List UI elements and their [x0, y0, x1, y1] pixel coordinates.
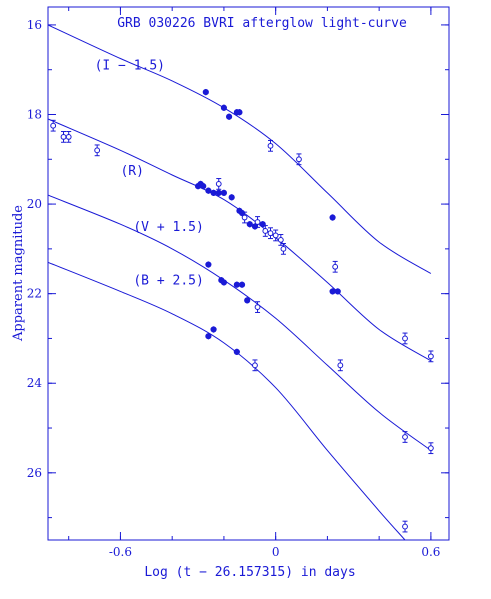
filled-point: [205, 187, 212, 194]
open-point: [272, 232, 279, 239]
filled-point: [215, 189, 222, 196]
filled-point: [205, 261, 212, 268]
x-axis-label: Log (t − 26.157315) in days: [144, 565, 355, 580]
open-point: [402, 523, 408, 530]
model-curves: [48, 24, 432, 540]
filled-point: [329, 214, 336, 221]
open-point: [332, 263, 339, 270]
y-tick-label: 18: [27, 107, 42, 121]
filled-point: [233, 281, 240, 288]
filled-point: [236, 109, 243, 116]
filled-point: [233, 348, 240, 355]
axis-ticks: -0.6 0 0.6 16 18 20 22 24 26: [27, 7, 449, 559]
open-point: [267, 142, 274, 149]
open-point: [65, 133, 72, 140]
open-point: [296, 156, 302, 163]
series-label: (I − 1.5): [95, 59, 165, 74]
filled-point: [220, 279, 228, 286]
filled-point: [225, 113, 233, 120]
model-curve: [48, 261, 406, 540]
x-tick-label: -0.6: [109, 545, 132, 559]
plot-frame: [47, 6, 450, 541]
filled-point: [200, 183, 207, 190]
open-point: [215, 181, 222, 187]
open-point: [402, 434, 408, 440]
filled-point: [205, 333, 212, 340]
open-point: [427, 445, 434, 452]
x-tick-label: 0: [272, 545, 280, 559]
open-point: [262, 228, 269, 234]
y-tick-label: 16: [27, 18, 42, 32]
y-tick-label: 24: [27, 376, 43, 390]
open-point: [94, 147, 101, 154]
filled-point: [329, 288, 336, 295]
y-tick-label: 22: [27, 287, 42, 301]
filled-point: [220, 104, 228, 111]
chart-title: GRB 030226 BVRI afterglow light-curve: [117, 16, 407, 31]
filled-point: [246, 221, 253, 228]
series-labels: (I − 1.5) (R) (V + 1.5) (B + 2.5): [95, 59, 204, 289]
filled-point: [210, 326, 217, 333]
open-point: [267, 230, 274, 237]
filled-point: [210, 189, 217, 196]
open-point: [277, 237, 284, 243]
open-point: [241, 214, 248, 221]
filled-point: [244, 297, 251, 304]
open-point: [50, 122, 57, 129]
filled-point: [238, 281, 246, 288]
data-points: [50, 88, 434, 533]
model-curve: [48, 118, 432, 362]
model-curve: [48, 194, 432, 451]
filled-point: [228, 194, 235, 201]
model-curve: [48, 24, 432, 274]
series-label: (V + 1.5): [133, 220, 203, 235]
open-point: [337, 362, 344, 369]
filled-point: [202, 89, 209, 96]
open-point: [280, 245, 287, 252]
open-point: [402, 335, 408, 342]
open-point: [427, 353, 434, 360]
open-point: [254, 304, 261, 310]
open-point: [252, 362, 258, 369]
series-label: (R): [120, 164, 143, 179]
series-label: (B + 2.5): [133, 274, 203, 289]
y-tick-label: 20: [27, 197, 42, 211]
filled-point: [220, 189, 228, 196]
y-axis-label: Apparent magnitude: [11, 205, 26, 342]
open-point: [254, 219, 261, 225]
open-point: [60, 133, 67, 140]
filled-point: [334, 288, 341, 295]
y-tick-label: 26: [27, 466, 42, 480]
x-tick-label: 0.6: [421, 545, 440, 559]
